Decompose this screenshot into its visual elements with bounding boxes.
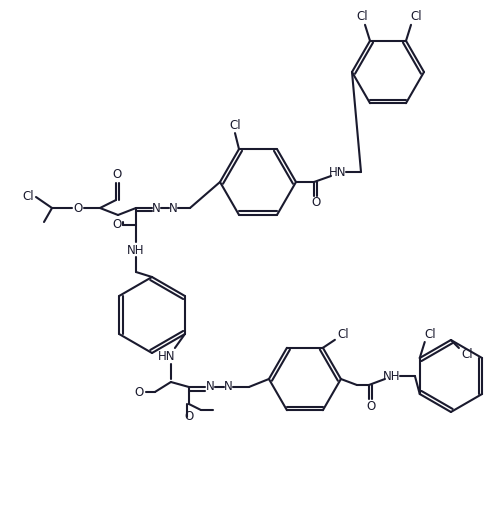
Text: O: O: [311, 196, 320, 210]
Text: NH: NH: [383, 370, 401, 382]
Text: NH: NH: [127, 244, 145, 256]
Text: O: O: [73, 201, 82, 215]
Text: O: O: [366, 399, 376, 413]
Text: N: N: [206, 381, 214, 393]
Text: Cl: Cl: [424, 329, 436, 341]
Text: Cl: Cl: [337, 328, 349, 341]
Text: Cl: Cl: [229, 118, 241, 132]
Text: O: O: [112, 218, 122, 232]
Text: N: N: [151, 201, 160, 215]
Text: O: O: [184, 409, 194, 423]
Text: HN: HN: [158, 349, 176, 363]
Text: O: O: [112, 168, 122, 182]
Text: Cl: Cl: [410, 10, 422, 23]
Text: N: N: [223, 381, 232, 393]
Text: Cl: Cl: [356, 10, 368, 23]
Text: Cl: Cl: [22, 191, 34, 203]
Text: O: O: [134, 386, 143, 398]
Text: Cl: Cl: [461, 347, 473, 361]
Text: HN: HN: [329, 167, 347, 179]
Text: N: N: [169, 201, 178, 215]
